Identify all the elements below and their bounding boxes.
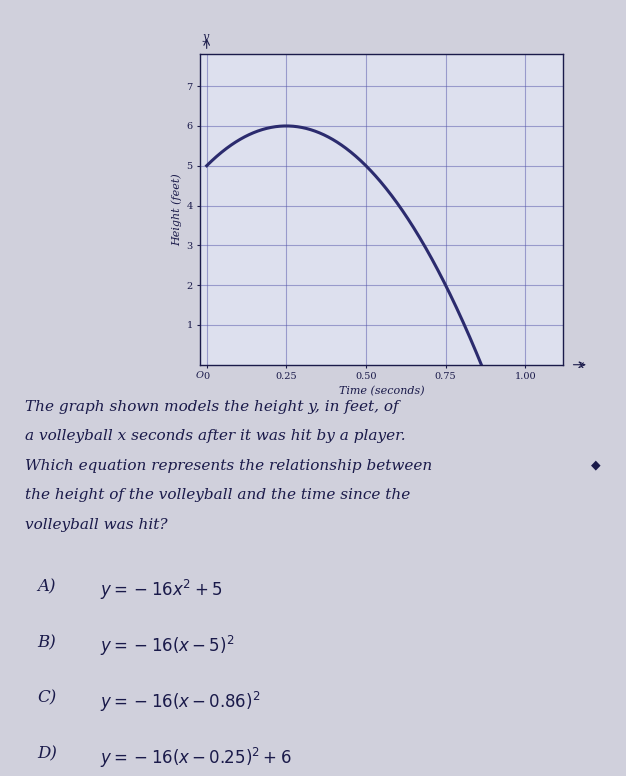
- Text: ◆: ◆: [592, 459, 601, 472]
- Text: The graph shown models the height y, in feet, of: The graph shown models the height y, in …: [25, 400, 399, 414]
- Text: a volleyball x seconds after it was hit by a player.: a volleyball x seconds after it was hit …: [25, 429, 406, 443]
- Text: $y=-16(x-0.86)^2$: $y=-16(x-0.86)^2$: [100, 690, 260, 714]
- Text: O: O: [195, 371, 203, 379]
- Text: $y=-16(x-0.25)^2+6$: $y=-16(x-0.25)^2+6$: [100, 746, 292, 770]
- Text: x: x: [578, 360, 584, 369]
- Text: Which equation represents the relationship between: Which equation represents the relationsh…: [25, 459, 433, 473]
- Text: A): A): [38, 578, 56, 595]
- X-axis label: Time (seconds): Time (seconds): [339, 386, 424, 396]
- Text: the height of the volleyball and the time since the: the height of the volleyball and the tim…: [25, 488, 410, 502]
- Y-axis label: Height (feet): Height (feet): [172, 173, 182, 246]
- Text: volleyball was hit?: volleyball was hit?: [25, 518, 168, 532]
- Text: $y=-16(x-5)^2$: $y=-16(x-5)^2$: [100, 634, 235, 658]
- Text: y: y: [202, 32, 208, 42]
- Text: $y=-16x^2+5$: $y=-16x^2+5$: [100, 578, 222, 602]
- Text: D): D): [38, 746, 58, 763]
- Text: C): C): [38, 690, 57, 707]
- Text: B): B): [38, 634, 56, 651]
